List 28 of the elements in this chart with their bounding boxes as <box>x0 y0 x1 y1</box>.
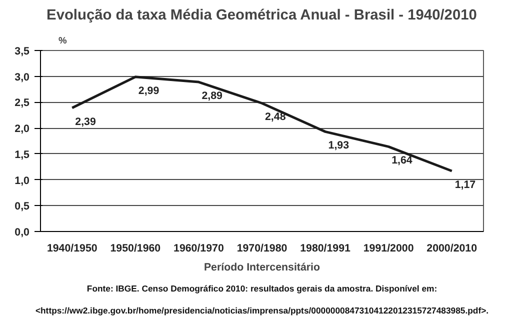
y-tick-label: 3,0 <box>14 71 30 84</box>
source-note: Fonte: IBGE. Censo Demográfico 2010: resultados gerais da amostra. Disponível em: <box>86 284 438 294</box>
x-tick-label: 1991/2000 <box>363 242 414 254</box>
x-tick-label: 1960/1970 <box>174 242 224 254</box>
x-axis-title: Período Intercensitário <box>204 262 321 274</box>
y-tick-label: 1,0 <box>14 174 30 187</box>
chart-title: Evolução da taxa Média Geométrica Anual - Brasil - 1940/2010 <box>46 8 477 24</box>
y-axis-title: % <box>58 36 68 46</box>
data-label: 2,99 <box>138 84 160 97</box>
y-tick-label: 2,0 <box>14 123 30 136</box>
data-label: 2,48 <box>265 111 286 124</box>
y-tick-label: 1,5 <box>14 148 30 161</box>
y-tick-label: 3,5 <box>14 46 30 58</box>
x-tick-label: 1950/1960 <box>110 242 161 254</box>
text: <https://ww2.ibge.gov.br/home/presidencia/noticias/imprensa/ppts/00000008473104122012315727483985.pdf>. <box>35 306 489 316</box>
data-label: 1,17 <box>454 178 476 191</box>
line-series <box>70 76 454 172</box>
x-tick-label: 2000/2010 <box>426 242 478 254</box>
data-label: 2,89 <box>202 90 223 102</box>
y-tick-label: 0,5 <box>14 200 30 213</box>
data-label: 1,93 <box>328 140 350 152</box>
x-tick-label: 1980/1991 <box>300 242 351 254</box>
y-tick-label: 0,0 <box>14 226 30 238</box>
data-label: 1,64 <box>392 154 412 167</box>
data-label: 2,39 <box>75 116 96 128</box>
x-tick-label: 1970/1980 <box>236 242 288 254</box>
x-tick-label: 1940/1950 <box>46 242 98 254</box>
y-tick-label: 2,5 <box>14 97 30 110</box>
